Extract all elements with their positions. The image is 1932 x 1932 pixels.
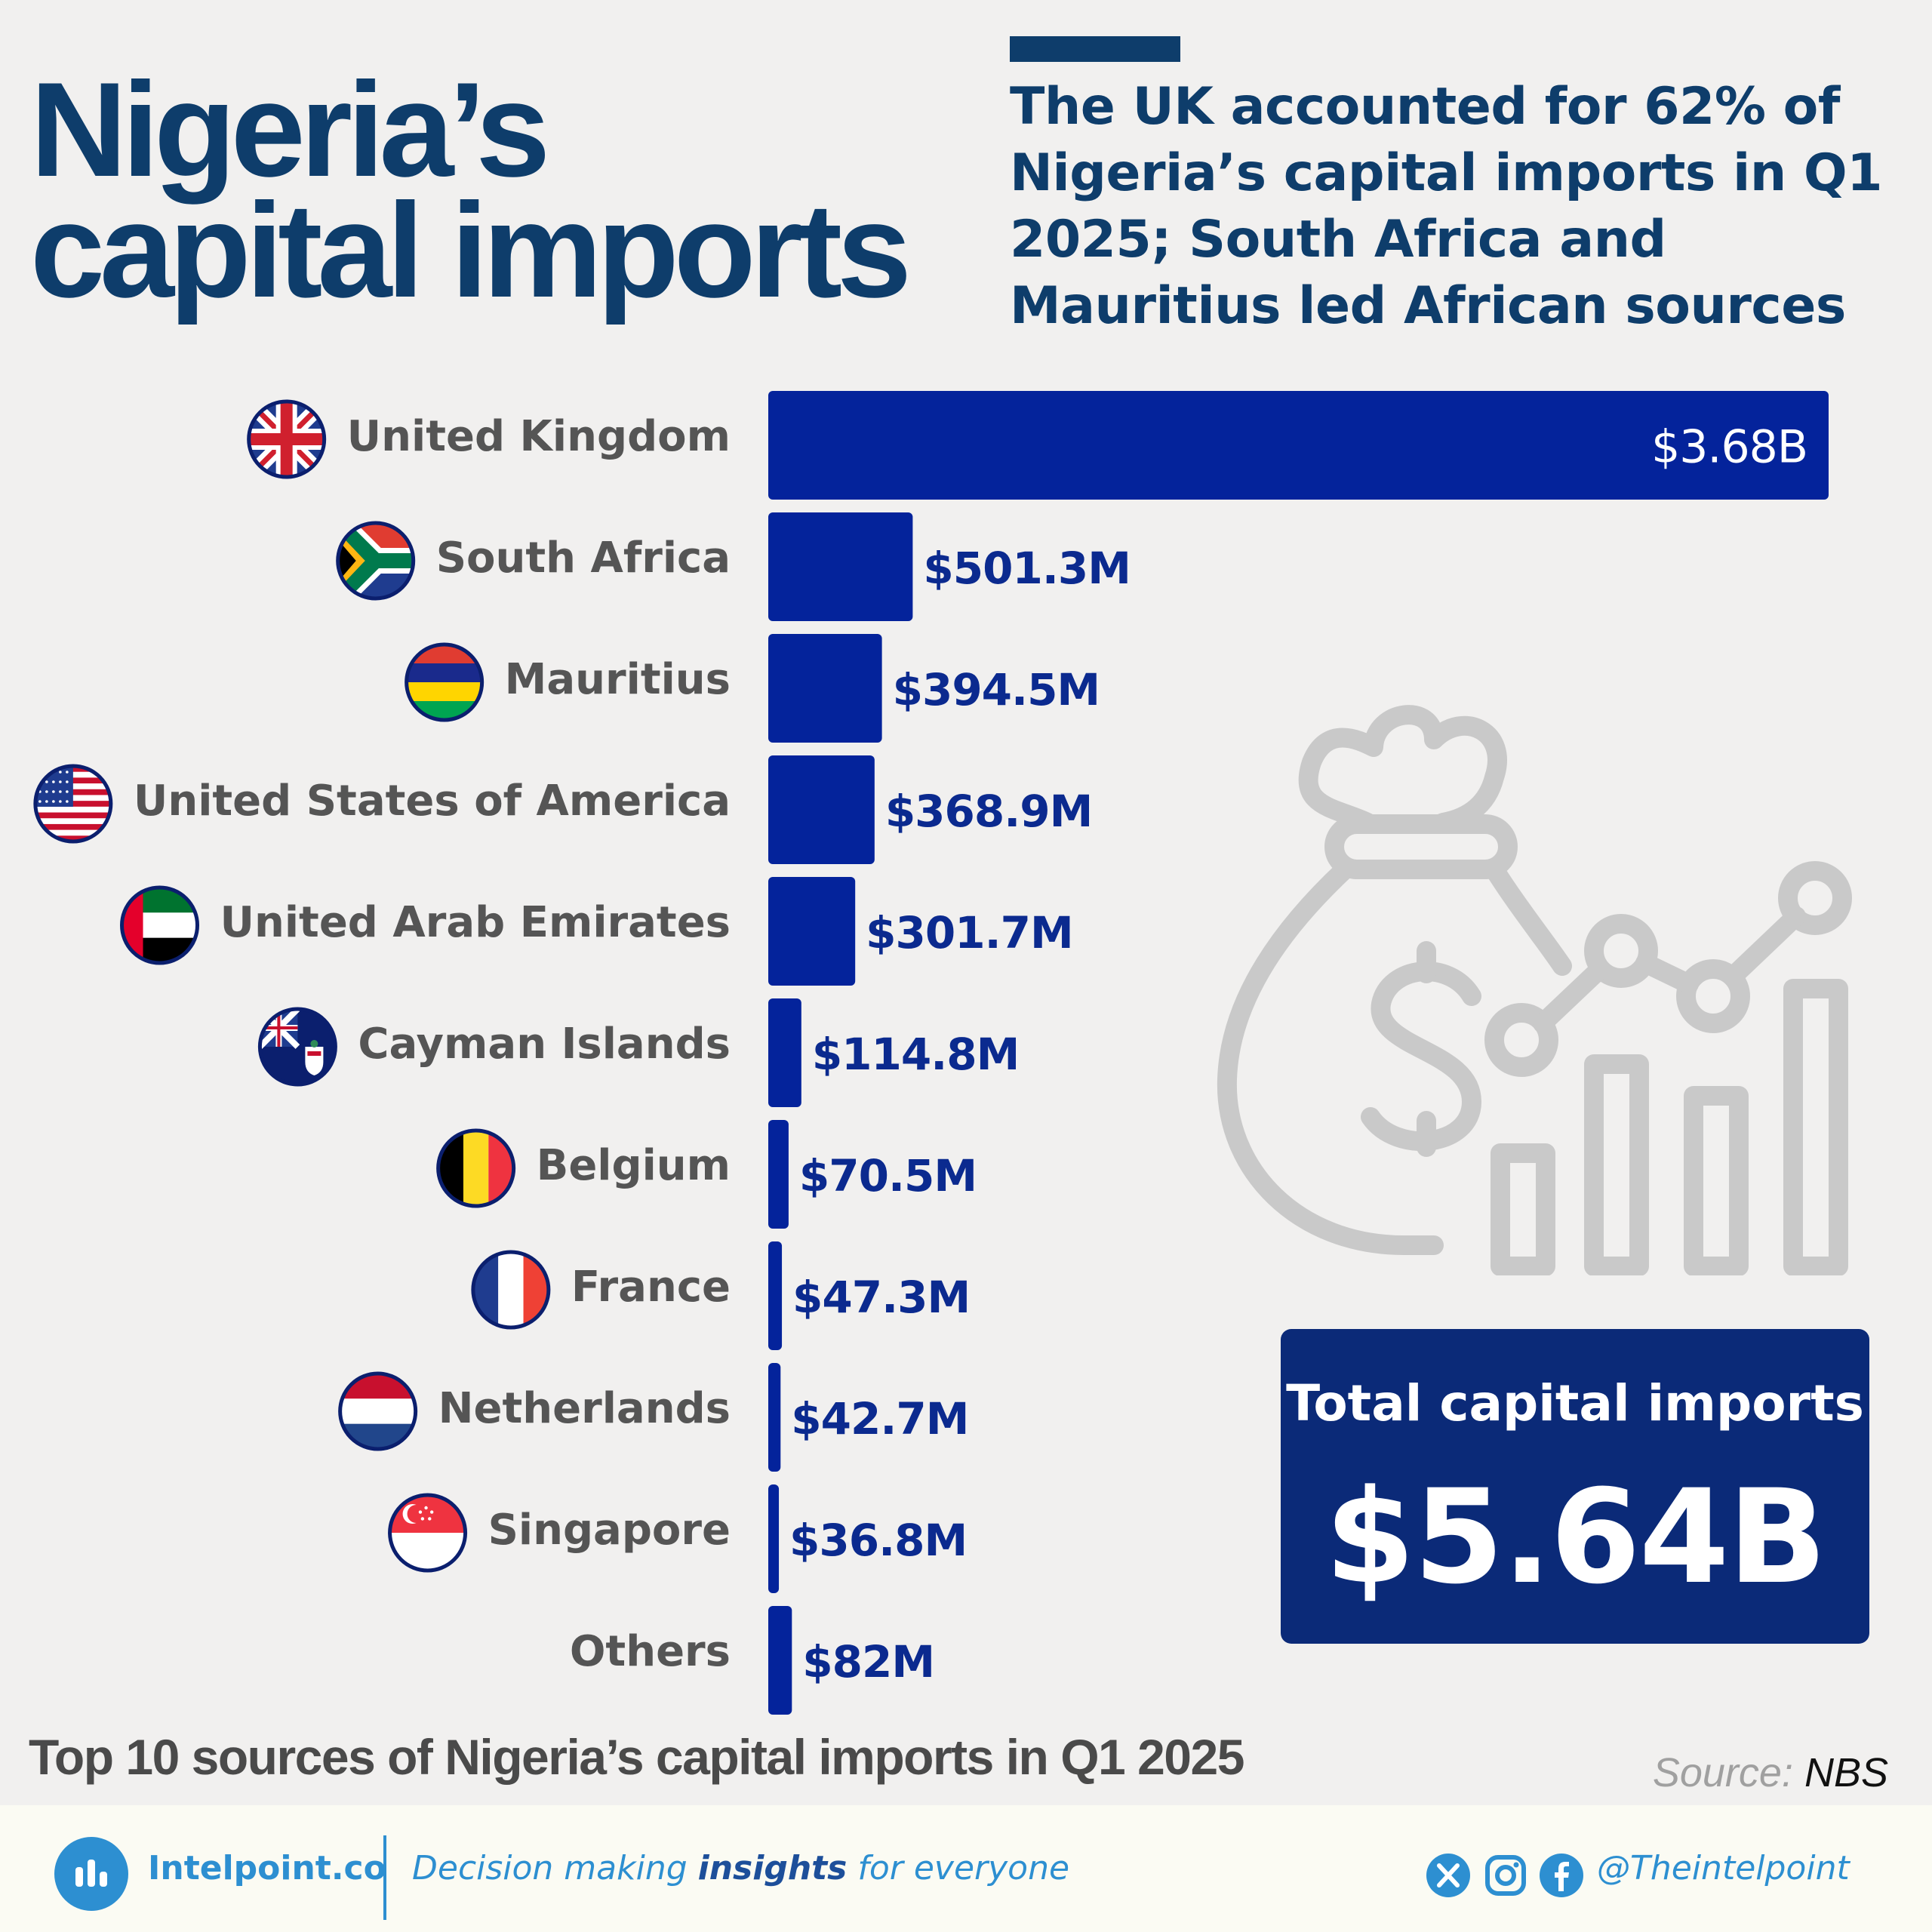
title-line-1: Nigeria’s	[30, 54, 550, 205]
bar-france	[768, 1241, 783, 1350]
value-label: $42.7M	[791, 1393, 968, 1444]
category-label: Singapore	[488, 1506, 731, 1555]
bar-others	[768, 1606, 792, 1715]
value-label: $47.3M	[792, 1272, 970, 1323]
value-label: $301.7M	[866, 907, 1073, 958]
value-label: $394.5M	[893, 664, 1100, 715]
mauritius-flag-icon	[405, 642, 485, 722]
category-label: Mauritius	[505, 655, 731, 704]
page-title: Nigeria’s capital imports	[30, 54, 912, 325]
bar-row: United Kingdom $3.68B	[247, 391, 1829, 500]
value-label: $114.8M	[812, 1029, 1020, 1080]
bar-mauritius	[768, 634, 882, 743]
total-label: Total capital imports	[1286, 1374, 1864, 1432]
usa-flag-icon	[33, 764, 113, 844]
bar-row: Others $82M	[570, 1606, 935, 1715]
bar-row: Belgium $70.5M	[436, 1120, 977, 1229]
total-box: Total capital imports $5.64B	[1281, 1329, 1869, 1644]
south-africa-flag-icon	[336, 521, 416, 601]
value-label: $82M	[802, 1636, 934, 1687]
france-flag-icon	[471, 1250, 551, 1330]
tagline: Decision making insights for everyone	[412, 1849, 1069, 1887]
x-icon[interactable]	[1426, 1854, 1470, 1897]
source-prefix: Source:	[1652, 1750, 1793, 1795]
value-label: $70.5M	[799, 1150, 977, 1201]
tagline-bold: insights	[697, 1849, 848, 1887]
chart-caption: Top 10 sources of Nigeria’s capital impo…	[29, 1729, 1244, 1785]
bar-row: United Arab Emirates $301.7M	[120, 877, 1074, 986]
bar-row: Singapore $36.8M	[388, 1484, 968, 1593]
bar-united-kingdom	[768, 391, 1829, 500]
bar-belgium	[768, 1120, 789, 1229]
value-label: $501.3M	[923, 543, 1131, 594]
category-label: Belgium	[537, 1141, 731, 1190]
value-label: $368.9M	[885, 786, 1093, 837]
category-label: United Arab Emirates	[220, 898, 731, 947]
brand-link[interactable]: Intelpoint.co	[148, 1849, 386, 1887]
bar-united-states-of-america	[768, 755, 875, 864]
footer: Intelpoint.co Decision making insights f…	[0, 1805, 1932, 1932]
cayman-islands-flag-icon	[257, 1007, 337, 1087]
bar-singapore	[768, 1484, 780, 1593]
value-label: $3.68B	[1651, 421, 1807, 474]
category-label: Netherlands	[438, 1384, 731, 1433]
source-name: NBS	[1804, 1750, 1888, 1795]
value-label: $36.8M	[789, 1515, 967, 1566]
uae-flag-icon	[120, 885, 200, 965]
intelpoint-logo[interactable]	[54, 1837, 128, 1911]
money-bag-growth-icon	[1217, 705, 1852, 1275]
title-line-2: capital imports	[30, 175, 912, 325]
bar-row: Netherlands $42.7M	[338, 1363, 969, 1472]
category-label: Cayman Islands	[358, 1020, 731, 1069]
belgium-flag-icon	[436, 1128, 516, 1208]
bar-row: Mauritius $394.5M	[405, 634, 1100, 743]
category-label: South Africa	[436, 534, 731, 583]
uk-flag-icon	[247, 399, 327, 479]
bar-row: United States of America $368.9M	[33, 755, 1093, 864]
netherlands-flag-icon	[338, 1371, 418, 1451]
social-handle[interactable]: @Theintelpoint	[1597, 1849, 1850, 1887]
singapore-flag-icon	[388, 1493, 468, 1573]
footer-divider	[383, 1835, 386, 1920]
accent-bar	[1010, 36, 1180, 62]
subtitle: The UK accounted for 62% of Nigeria’s ca…	[1010, 77, 1883, 336]
bar-chart: United Kingdom $3.68B South Africa $501.3M M…	[33, 391, 1829, 1715]
bar-row: South Africa $501.3M	[336, 512, 1131, 621]
bars-logo-icon	[75, 1860, 107, 1887]
bar-row: Cayman Islands $114.8M	[257, 998, 1020, 1107]
category-label: United States of America	[134, 777, 731, 826]
source: Source: NBS	[1653, 1749, 1888, 1796]
category-label: United Kingdom	[347, 412, 731, 461]
total-value: $5.64B	[1324, 1461, 1826, 1613]
category-label: Others	[570, 1627, 731, 1676]
tagline-start: Decision making	[412, 1849, 698, 1887]
bar-united-arab-emirates	[768, 877, 856, 986]
instagram-icon[interactable]	[1484, 1854, 1527, 1897]
tagline-end: for everyone	[847, 1849, 1070, 1887]
bar-row: France $47.3M	[471, 1241, 971, 1350]
bar-south-africa	[768, 512, 913, 621]
bar-cayman-islands	[768, 998, 801, 1107]
bar-netherlands	[768, 1363, 781, 1472]
category-label: France	[571, 1263, 731, 1312]
facebook-icon[interactable]	[1540, 1854, 1583, 1897]
